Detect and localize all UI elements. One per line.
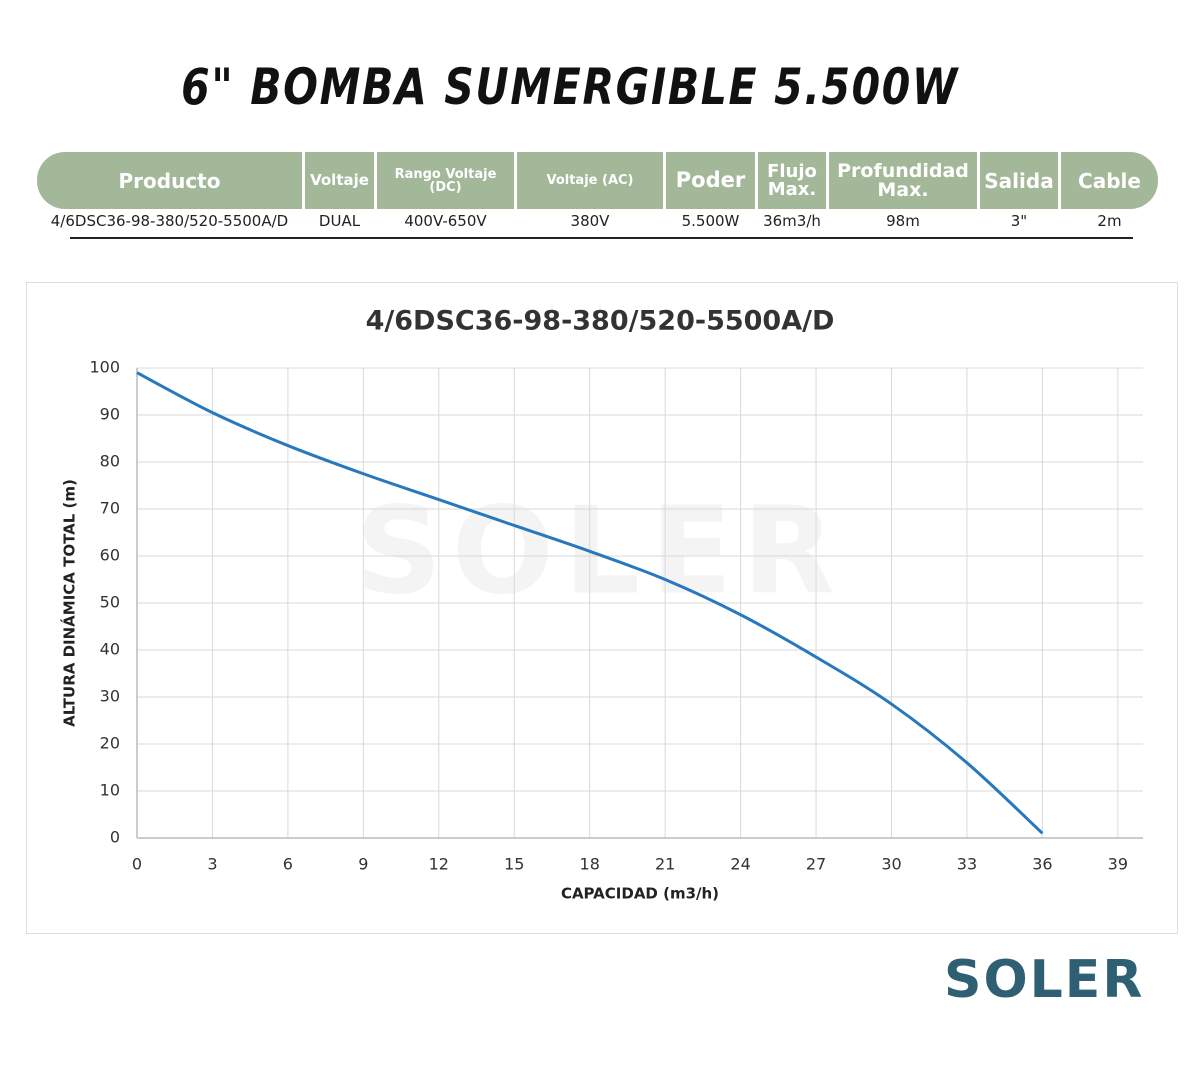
header-cell: Cable [1061,152,1158,209]
data-cell: 98m [886,212,920,230]
y-tick-label: 70 [100,499,120,518]
y-tick-label: 30 [100,687,120,706]
data-cell: 4/6DSC36-98-380/520-5500A/D [50,212,289,230]
y-tick-label: 60 [100,546,120,565]
x-axis-label: CAPACIDAD (m3/h) [561,885,719,903]
x-tick-label: 39 [1108,855,1128,874]
data-cell: 380V [570,212,610,230]
y-tick-label: 90 [100,405,120,424]
y-axis-label: ALTURA DINÁMICA TOTAL (m) [60,479,79,727]
x-tick-label: 24 [730,855,750,874]
data-cell: 400V-650V [404,212,487,230]
header-cell: Salida [980,152,1058,209]
header-cell: Rango Voltaje (DC) [377,152,514,209]
y-tick-label: 0 [110,828,120,847]
page-title: 6" BOMBA SUMERGIBLE 5.500W [181,58,959,116]
header-cell: Voltaje (AC) [517,152,663,209]
x-tick-label: 33 [957,855,977,874]
y-tick-label: 100 [89,358,120,377]
curve [136,371,1044,835]
x-tick-label: 30 [881,855,901,874]
data-cell: 3" [1010,212,1028,230]
x-tick-label: 21 [655,855,675,874]
header-cell: Poder [666,152,755,209]
chart-frame [26,282,1178,934]
x-tick-label: 3 [207,855,217,874]
data-cell: 36m3/h [763,212,821,230]
x-tick-label: 9 [358,855,368,874]
x-tick-label: 36 [1032,855,1052,874]
x-tick-label: 18 [580,855,600,874]
header-cell: Flujo Max. [758,152,826,209]
data-cell: 2m [1097,212,1122,230]
data-cell: DUAL [318,212,361,230]
header-cell: Producto [37,152,302,209]
y-tick-label: 40 [100,640,120,659]
x-tick-label: 6 [283,855,293,874]
x-tick-label: 15 [504,855,524,874]
y-tick-label: 50 [100,593,120,612]
watermark: SOLER [355,483,844,622]
data-cell: 5.500W [681,212,740,230]
y-tick-label: 80 [100,452,120,471]
chart-title: 4/6DSC36-98-380/520-5500A/D [366,306,835,337]
x-tick-label: 12 [429,855,449,874]
header-cell: Voltaje [305,152,374,209]
logo: SOLER [944,950,1145,1010]
x-tick-label: 27 [806,855,826,874]
x-tick-label: 0 [132,855,142,874]
rule [70,237,1133,239]
y-tick-label: 20 [100,734,120,753]
y-tick-label: 10 [100,781,120,800]
header-cell: Profundidad Max. [829,152,977,209]
